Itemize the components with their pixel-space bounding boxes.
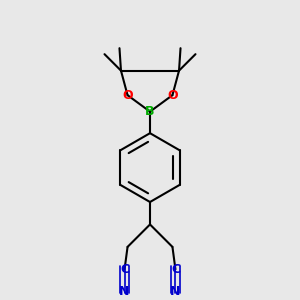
Text: O: O xyxy=(122,89,133,102)
Text: N: N xyxy=(170,285,181,298)
Text: O: O xyxy=(167,89,178,102)
Text: C: C xyxy=(171,263,180,276)
Text: N: N xyxy=(119,285,130,298)
Text: C: C xyxy=(120,263,129,276)
Text: B: B xyxy=(145,105,155,118)
